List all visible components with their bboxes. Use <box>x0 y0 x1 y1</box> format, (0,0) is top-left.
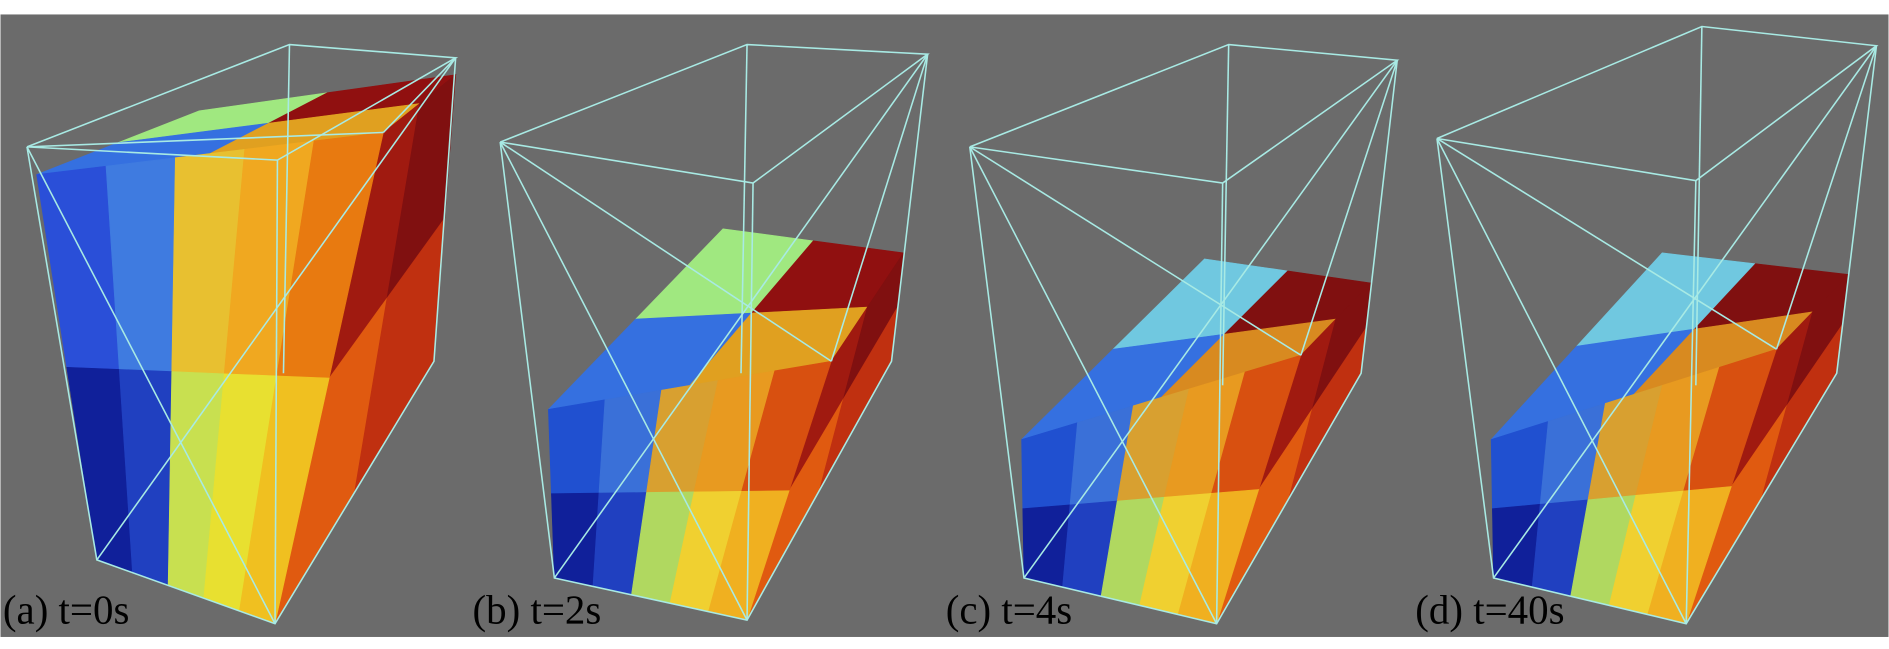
panel-label: (d) t=40s <box>1415 588 1564 633</box>
wire <box>1775 45 1878 350</box>
wire <box>1685 180 1697 624</box>
wire <box>1221 44 1230 386</box>
wire <box>1436 138 1687 625</box>
particle-region <box>548 399 606 494</box>
wire <box>553 53 929 579</box>
wire <box>1695 26 1703 386</box>
wire <box>282 44 291 374</box>
wire <box>499 141 832 362</box>
wireframes <box>26 25 1879 625</box>
wire <box>1023 59 1398 579</box>
wire <box>274 160 279 624</box>
wire <box>969 146 1218 625</box>
wire <box>96 57 457 561</box>
wire <box>1215 183 1224 624</box>
wire <box>382 57 457 133</box>
wire <box>1300 59 1398 356</box>
wire <box>969 146 1302 356</box>
panel-label: (a) t=0s <box>3 588 129 633</box>
wire <box>26 131 384 148</box>
panel-label: (b) t=2s <box>473 588 602 633</box>
wire <box>1436 137 1777 350</box>
panel-label: (c) t=4s <box>946 588 1072 633</box>
wire <box>499 141 748 621</box>
wire <box>830 53 929 362</box>
wire <box>1492 45 1878 579</box>
wire <box>746 183 754 621</box>
wire <box>26 146 276 625</box>
wire <box>740 44 748 374</box>
